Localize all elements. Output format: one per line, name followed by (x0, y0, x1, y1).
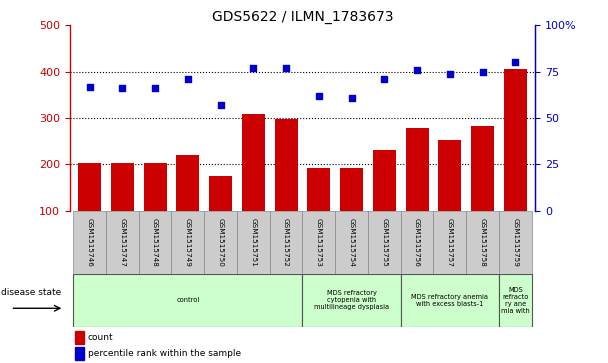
FancyBboxPatch shape (434, 211, 466, 274)
Title: GDS5622 / ILMN_1783673: GDS5622 / ILMN_1783673 (212, 11, 393, 24)
FancyBboxPatch shape (302, 274, 401, 327)
Text: GSM1515752: GSM1515752 (283, 218, 289, 267)
Text: disease state: disease state (1, 288, 61, 297)
Text: GSM1515757: GSM1515757 (447, 218, 453, 267)
FancyBboxPatch shape (302, 211, 335, 274)
Bar (242, 114, 265, 257)
FancyBboxPatch shape (401, 274, 499, 327)
Bar (209, 176, 232, 257)
Text: count: count (88, 333, 113, 342)
Text: GSM1515747: GSM1515747 (119, 218, 125, 267)
FancyBboxPatch shape (73, 274, 302, 327)
FancyBboxPatch shape (335, 211, 368, 274)
Bar (75, 347, 84, 360)
Point (150, 85, 160, 91)
FancyBboxPatch shape (466, 211, 499, 274)
Text: GSM1515753: GSM1515753 (316, 218, 322, 267)
Text: GSM1515746: GSM1515746 (86, 218, 92, 267)
Point (379, 76, 389, 82)
Bar (143, 163, 167, 257)
FancyBboxPatch shape (171, 211, 204, 274)
Bar (373, 150, 396, 257)
Point (314, 93, 323, 99)
Point (85, 83, 94, 89)
Text: MDS refractory anemia
with excess blasts-1: MDS refractory anemia with excess blasts… (412, 294, 488, 307)
Text: GSM1515748: GSM1515748 (152, 218, 158, 267)
Text: GSM1515755: GSM1515755 (381, 218, 387, 267)
FancyBboxPatch shape (106, 211, 139, 274)
Text: GSM1515749: GSM1515749 (185, 218, 191, 267)
FancyBboxPatch shape (73, 211, 106, 274)
Bar (406, 128, 429, 257)
Text: GSM1515758: GSM1515758 (480, 218, 486, 267)
Text: GSM1515754: GSM1515754 (348, 218, 354, 267)
Text: GSM1515759: GSM1515759 (513, 218, 519, 267)
FancyBboxPatch shape (237, 211, 270, 274)
Bar (78, 163, 101, 257)
FancyBboxPatch shape (499, 274, 532, 327)
Point (347, 95, 356, 101)
Bar (176, 155, 199, 257)
Point (445, 71, 455, 77)
Bar (75, 331, 84, 344)
Bar (504, 69, 527, 257)
Bar (340, 168, 363, 257)
Text: GSM1515750: GSM1515750 (218, 218, 224, 267)
FancyBboxPatch shape (139, 211, 171, 274)
Text: control: control (176, 297, 199, 303)
Bar (438, 140, 461, 257)
FancyBboxPatch shape (401, 211, 434, 274)
Text: GSM1515756: GSM1515756 (414, 218, 420, 267)
FancyBboxPatch shape (499, 211, 532, 274)
Point (183, 76, 193, 82)
Point (412, 67, 422, 73)
Point (282, 65, 291, 71)
FancyBboxPatch shape (368, 211, 401, 274)
Text: GSM1515751: GSM1515751 (250, 218, 257, 267)
Bar (111, 163, 134, 257)
Bar (471, 126, 494, 257)
Point (478, 69, 488, 75)
Bar (275, 119, 297, 257)
Text: percentile rank within the sample: percentile rank within the sample (88, 349, 241, 358)
Point (216, 102, 226, 108)
FancyBboxPatch shape (270, 211, 302, 274)
Point (117, 85, 127, 91)
Text: MDS
refracto
ry ane
mia with: MDS refracto ry ane mia with (501, 287, 530, 314)
Point (511, 60, 520, 65)
Bar (308, 168, 330, 257)
Point (249, 65, 258, 71)
Text: MDS refractory
cytopenia with
multilineage dysplasia: MDS refractory cytopenia with multilinea… (314, 290, 389, 310)
FancyBboxPatch shape (204, 211, 237, 274)
